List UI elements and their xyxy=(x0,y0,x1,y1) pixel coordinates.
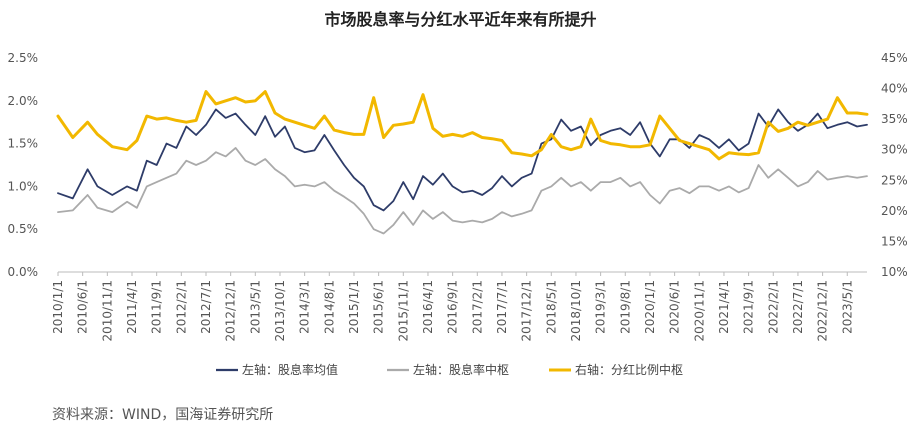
x-tick-label: 2022/2/1 xyxy=(766,280,780,334)
legend: 左轴：股息率均值 左轴：股息率中枢 右轴：分红比例中枢 xyxy=(216,362,683,377)
x-tick-label: 2015/1/1 xyxy=(347,280,361,334)
legend-label: 左轴：股息率中枢 xyxy=(413,362,509,377)
left-tick-label: 1.5% xyxy=(8,137,39,151)
x-tick-label: 2021/9/1 xyxy=(742,280,756,334)
x-tick-label: 2016/9/1 xyxy=(446,280,460,334)
right-tick-label: 25% xyxy=(881,173,908,187)
right-tick-label: 30% xyxy=(881,143,908,157)
right-tick-label: 15% xyxy=(881,234,908,248)
x-tick-label: 2014/8/1 xyxy=(322,280,336,334)
x-tick-label: 2013/10/1 xyxy=(273,280,287,342)
x-tick-label: 2017/7/1 xyxy=(495,280,509,334)
x-tick-label: 2011/9/1 xyxy=(150,280,164,334)
x-tick-label: 2015/6/1 xyxy=(372,280,386,334)
series-line-1 xyxy=(57,108,868,212)
x-tick-label: 2010/6/1 xyxy=(76,280,90,334)
x-tick-label: 2019/8/1 xyxy=(618,280,632,334)
x-tick-label: 2014/3/1 xyxy=(298,280,312,334)
series-group xyxy=(56,90,869,235)
left-tick-label: 2.5% xyxy=(8,51,39,65)
left-tick-label: 1.0% xyxy=(8,179,39,193)
right-axis: 10% 15% 20% 25% 30% 35% 40% 45% xyxy=(881,51,908,279)
x-tick-label: 2020/11/1 xyxy=(692,280,706,342)
x-tick-label: 2010/1/1 xyxy=(51,280,65,334)
x-tick-label: 2012/12/1 xyxy=(224,280,238,342)
x-tick-label: 2013/5/1 xyxy=(248,280,262,334)
left-tick-label: 0.5% xyxy=(8,222,39,236)
right-tick-label: 20% xyxy=(881,204,908,218)
x-tick-label: 2019/3/1 xyxy=(594,280,608,334)
chart-title: 市场股息率与分红水平近年来有所提升 xyxy=(324,10,597,29)
x-tick-label: 2012/7/1 xyxy=(199,280,213,334)
x-axis: 2010/1/1 2010/6/1 2010/11/1 2011/4/1 2011/9/… xyxy=(51,272,854,342)
x-tick-label: 2018/5/1 xyxy=(544,280,558,334)
x-tick-label: 2020/1/1 xyxy=(643,280,657,334)
x-tick-label: 2010/11/1 xyxy=(100,280,114,342)
right-tick-label: 10% xyxy=(881,265,908,279)
left-tick-label: 0.0% xyxy=(8,265,39,279)
right-tick-label: 35% xyxy=(881,112,908,126)
x-tick-label: 2017/2/1 xyxy=(470,280,484,334)
x-tick-label: 2016/4/1 xyxy=(421,280,435,334)
x-tick-label: 2018/10/1 xyxy=(569,280,583,342)
series-line-3 xyxy=(56,90,869,161)
x-tick-label: 2021/4/1 xyxy=(717,280,731,334)
x-tick-label: 2022/7/1 xyxy=(791,280,805,334)
x-tick-label: 2012/2/1 xyxy=(174,280,188,334)
legend-label: 左轴：股息率均值 xyxy=(242,362,338,377)
right-tick-label: 45% xyxy=(881,51,908,65)
x-tick-label: 2020/6/1 xyxy=(668,280,682,334)
legend-label: 右轴：分红比例中枢 xyxy=(575,362,683,377)
x-tick-label: 2015/11/1 xyxy=(396,280,410,342)
x-tick-label: 2017/12/1 xyxy=(520,280,534,342)
source-note: 资料来源：WIND，国海证券研究所 xyxy=(52,407,274,423)
series-line-2 xyxy=(57,146,868,235)
left-axis: 0.0% 0.5% 1.0% 1.5% 2.0% 2.5% xyxy=(8,51,39,279)
x-tick-label: 2023/5/1 xyxy=(840,280,854,334)
left-tick-label: 2.0% xyxy=(8,94,39,108)
x-tick-label: 2011/4/1 xyxy=(125,280,139,334)
right-tick-label: 40% xyxy=(881,82,908,96)
x-tick-label: 2022/12/1 xyxy=(816,280,830,342)
